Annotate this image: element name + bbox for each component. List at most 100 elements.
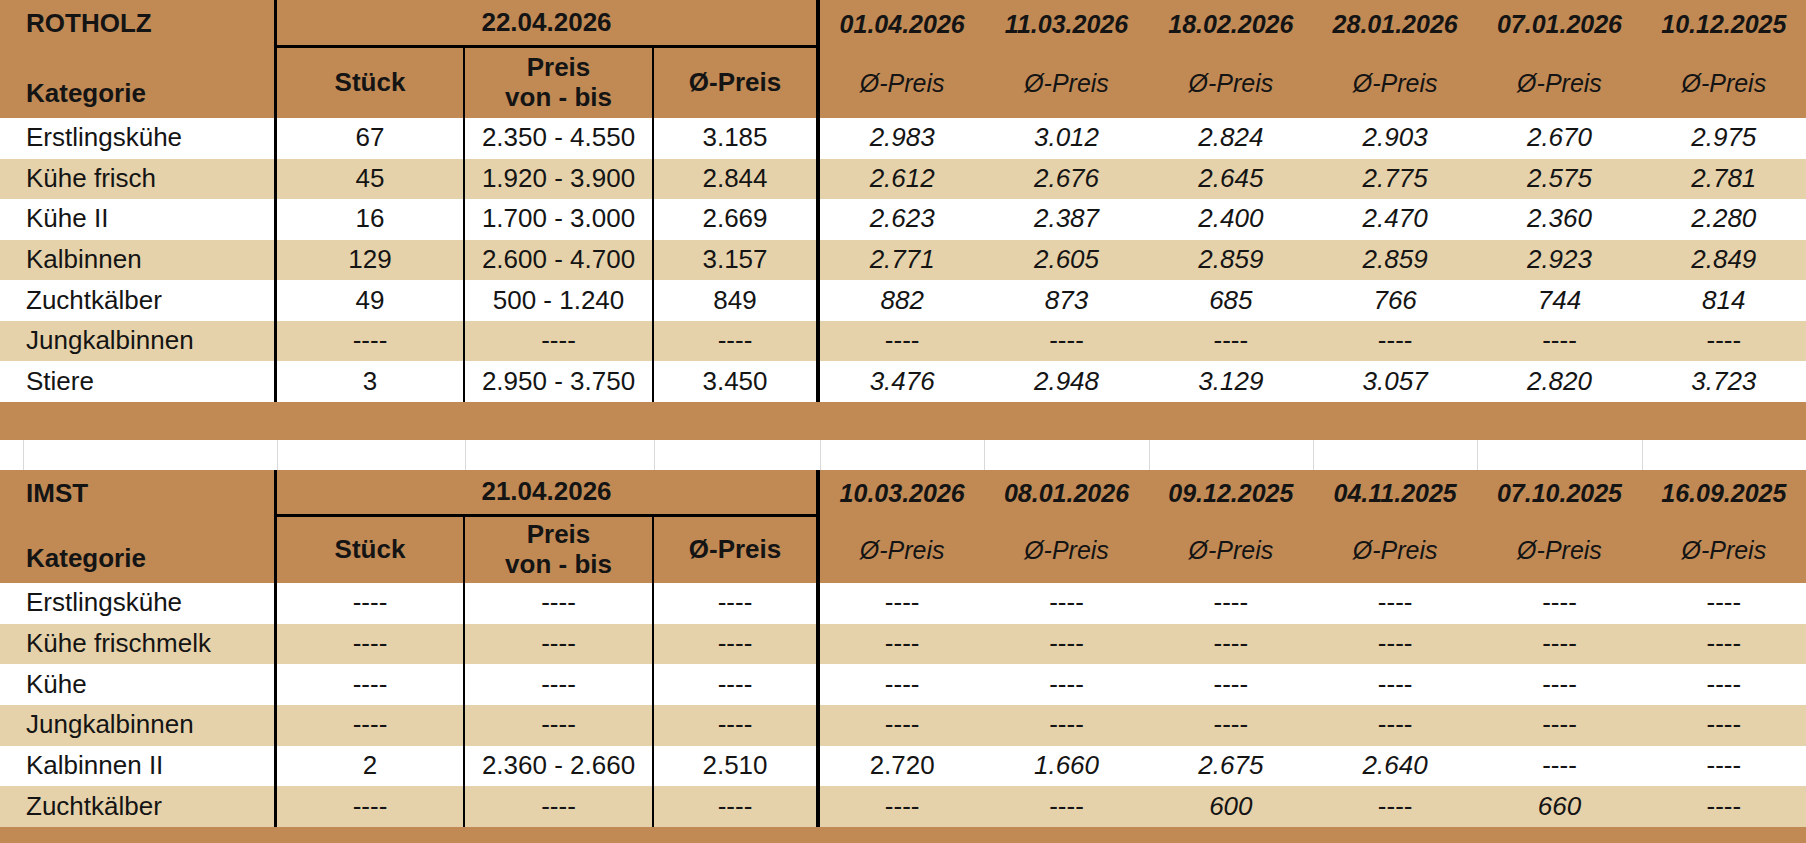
history-price-cell: 2.775: [1313, 159, 1477, 200]
preis-column-header: Preisvon - bis: [465, 48, 654, 118]
history-price-cell: ----: [1477, 705, 1641, 746]
history-avg-header: Ø-Preis: [1149, 517, 1313, 583]
history-price-cell: ----: [1477, 664, 1641, 705]
category-cell: Kalbinnen: [0, 240, 277, 281]
history-price-cell: 2.645: [1149, 159, 1313, 200]
history-price-cell: ----: [1642, 746, 1806, 787]
preis-range-cell: ----: [465, 321, 654, 362]
preis-line2: von - bis: [505, 83, 612, 113]
separator-band: [0, 402, 1806, 440]
history-price-cell: 2.676: [984, 159, 1148, 200]
history-date-header: 10.12.2025: [1642, 0, 1806, 48]
stueck-cell: ----: [277, 321, 465, 362]
history-price-cell: ----: [984, 583, 1148, 624]
history-avg-header: Ø-Preis: [1477, 517, 1641, 583]
history-avg-header: Ø-Preis: [820, 517, 984, 583]
history-price-cell: ----: [1313, 664, 1477, 705]
avg-price-cell: ----: [654, 583, 820, 624]
sheet-gridline: [820, 440, 821, 470]
avg-price-cell: ----: [654, 624, 820, 665]
history-price-cell: 2.675: [1149, 746, 1313, 787]
avg-price-cell: 3.157: [654, 240, 820, 281]
category-cell: Jungkalbinnen: [0, 321, 277, 362]
preis-line1: Preis: [527, 520, 591, 550]
history-price-cell: 2.623: [820, 199, 984, 240]
history-price-cell: 2.470: [1313, 199, 1477, 240]
sheet-gridline: [984, 440, 985, 470]
sheet-gridline: [277, 440, 278, 470]
sheet-gridline: [1313, 440, 1314, 470]
history-price-cell: 2.400: [1149, 199, 1313, 240]
avg-price-cell: ----: [654, 705, 820, 746]
stueck-cell: 45: [277, 159, 465, 200]
history-price-cell: 882: [820, 280, 984, 321]
history-price-cell: ----: [1149, 624, 1313, 665]
spreadsheet-gap-row: [0, 440, 1806, 470]
history-price-cell: 2.640: [1313, 746, 1477, 787]
history-price-cell: 2.360: [1477, 199, 1641, 240]
avg-price-column-header: Ø-Preis: [654, 48, 820, 118]
stueck-column-header: Stück: [277, 517, 465, 583]
history-price-cell: 2.824: [1149, 118, 1313, 159]
stueck-cell: 67: [277, 118, 465, 159]
history-price-cell: ----: [1477, 321, 1641, 362]
auction-date-header: 22.04.2026: [277, 0, 820, 48]
category-cell: Zuchtkälber: [0, 280, 277, 321]
category-cell: Jungkalbinnen: [0, 705, 277, 746]
history-price-cell: 1.660: [984, 746, 1148, 787]
history-price-cell: 2.923: [1477, 240, 1641, 281]
stueck-cell: ----: [277, 664, 465, 705]
category-cell: Erstlingskühe: [0, 583, 277, 624]
history-price-cell: ----: [1149, 705, 1313, 746]
stueck-cell: ----: [277, 705, 465, 746]
history-price-cell: ----: [820, 786, 984, 827]
preis-line2: von - bis: [505, 550, 612, 580]
history-avg-header: Ø-Preis: [1642, 517, 1806, 583]
avg-price-column-header: Ø-Preis: [654, 517, 820, 583]
avg-price-cell: ----: [654, 786, 820, 827]
history-price-cell: 2.903: [1313, 118, 1477, 159]
history-price-cell: ----: [1642, 705, 1806, 746]
market-name: IMST: [26, 479, 88, 509]
history-price-cell: ----: [1642, 321, 1806, 362]
history-price-cell: 2.575: [1477, 159, 1641, 200]
history-price-cell: ----: [984, 705, 1148, 746]
avg-price-cell: 849: [654, 280, 820, 321]
preis-range-cell: ----: [465, 624, 654, 665]
sheet-gridline: [1477, 440, 1478, 470]
history-price-cell: 3.723: [1642, 361, 1806, 402]
history-price-cell: 3.129: [1149, 361, 1313, 402]
category-cell: Kühe II: [0, 199, 277, 240]
history-price-cell: ----: [1149, 664, 1313, 705]
kategorie-label: Kategorie: [26, 79, 146, 109]
preis-range-cell: ----: [465, 705, 654, 746]
history-price-cell: 766: [1313, 280, 1477, 321]
history-price-cell: 2.771: [820, 240, 984, 281]
stueck-cell: 3: [277, 361, 465, 402]
preis-line1: Preis: [527, 53, 591, 83]
sheet-gridline: [654, 440, 655, 470]
history-price-cell: ----: [1642, 786, 1806, 827]
history-date-header: 10.03.2026: [820, 470, 984, 517]
history-price-cell: ----: [820, 664, 984, 705]
history-price-cell: ----: [1313, 786, 1477, 827]
history-price-cell: ----: [1477, 746, 1641, 787]
history-price-cell: 2.948: [984, 361, 1148, 402]
history-price-cell: 660: [1477, 786, 1641, 827]
imst-table: IMSTKategorie21.04.202610.03.202608.01.2…: [0, 470, 1806, 827]
avg-price-cell: 3.450: [654, 361, 820, 402]
history-price-cell: ----: [820, 624, 984, 665]
history-price-cell: 3.012: [984, 118, 1148, 159]
avg-price-cell: 2.844: [654, 159, 820, 200]
history-price-cell: ----: [1477, 583, 1641, 624]
history-price-cell: 2.720: [820, 746, 984, 787]
history-date-header: 07.10.2025: [1477, 470, 1641, 517]
history-avg-header: Ø-Preis: [984, 48, 1148, 118]
history-price-cell: ----: [820, 583, 984, 624]
history-price-cell: 2.859: [1149, 240, 1313, 281]
category-cell: Zuchtkälber: [0, 786, 277, 827]
stueck-cell: 16: [277, 199, 465, 240]
history-avg-header: Ø-Preis: [1313, 48, 1477, 118]
history-price-cell: ----: [1313, 705, 1477, 746]
market-header-cell: IMSTKategorie: [0, 470, 277, 583]
